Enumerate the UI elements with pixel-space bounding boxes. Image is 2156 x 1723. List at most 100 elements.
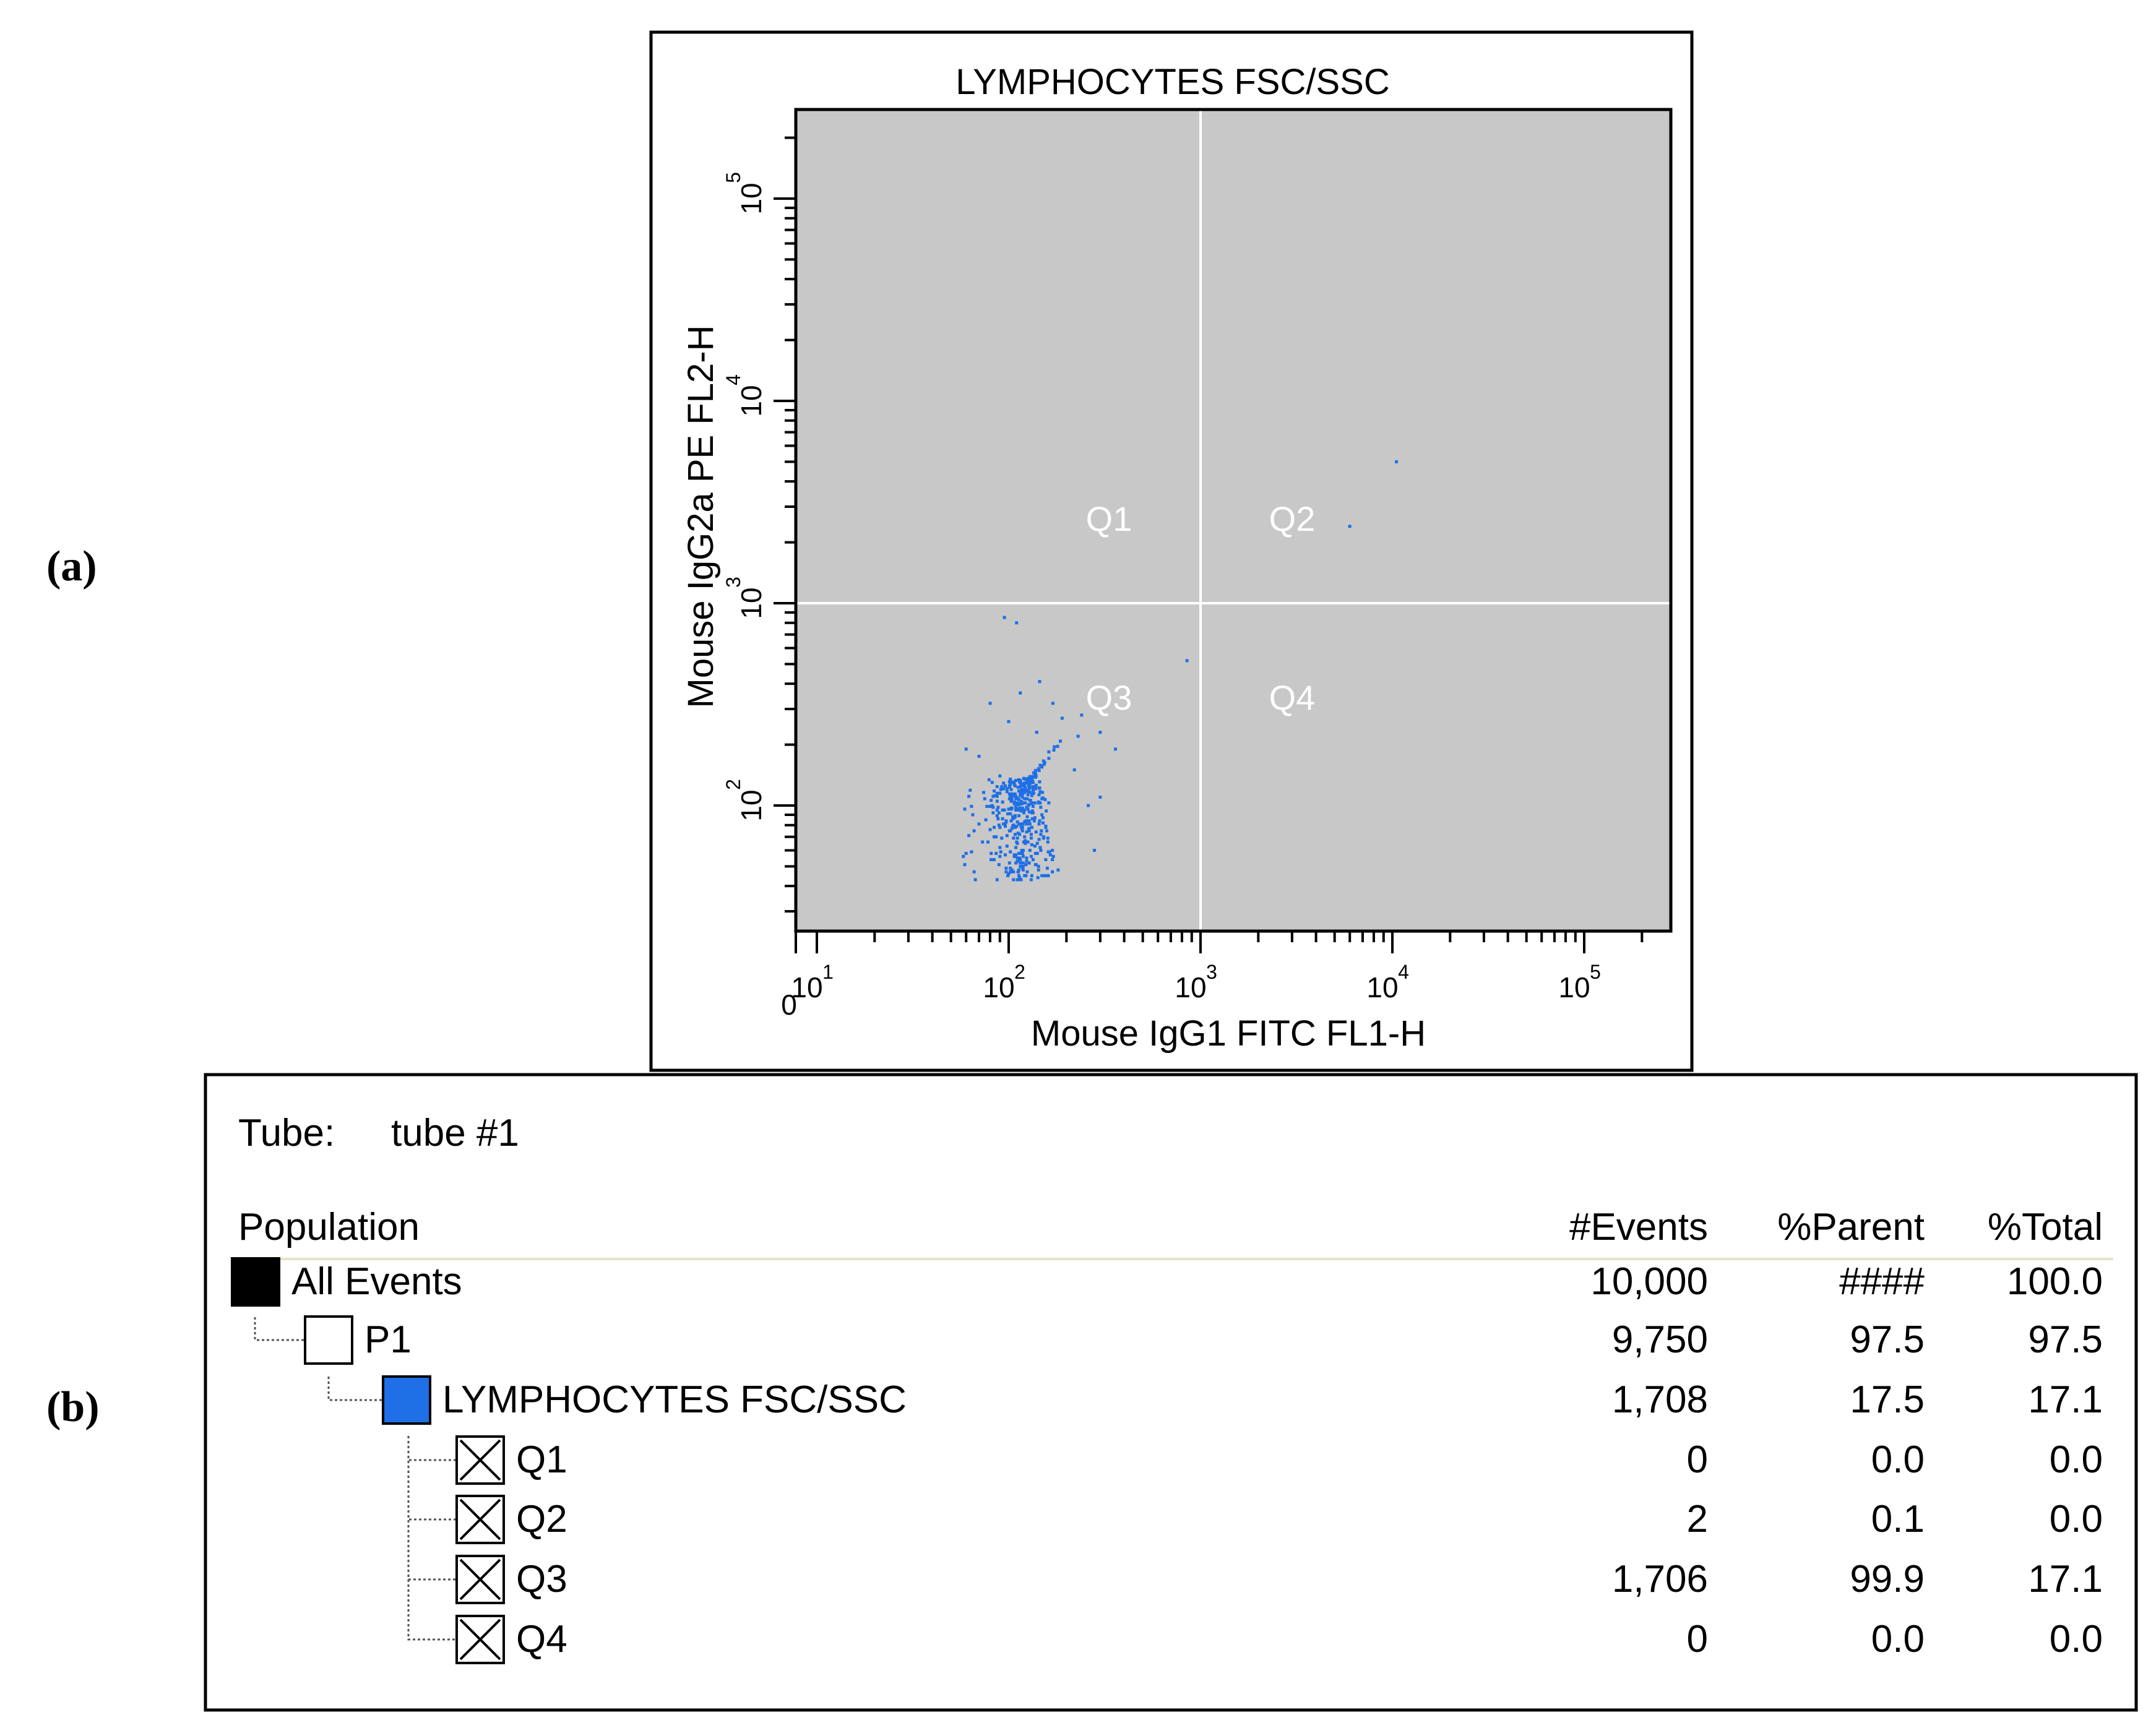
data-point	[1044, 858, 1048, 861]
data-point	[1059, 739, 1062, 743]
data-point	[962, 854, 965, 858]
data-point	[998, 825, 1002, 829]
data-point	[1076, 734, 1080, 738]
data-point	[1004, 866, 1008, 870]
data-point	[1027, 861, 1031, 865]
header-population: Population	[238, 1206, 420, 1248]
x-tick-exponent: 3	[1206, 961, 1217, 983]
white-gate-icon	[304, 1315, 353, 1365]
data-point	[1026, 793, 1030, 797]
data-point	[1017, 822, 1020, 826]
data-point	[1060, 716, 1064, 720]
x-tick-label: 10	[983, 971, 1014, 1003]
events-value: 1,708	[1612, 1378, 1708, 1421]
data-point	[977, 822, 981, 826]
data-point	[995, 878, 999, 882]
data-point	[1026, 840, 1030, 844]
data-point	[995, 791, 999, 795]
data-point	[1033, 773, 1037, 776]
data-point	[990, 851, 993, 855]
data-point	[1051, 702, 1054, 705]
data-point	[1030, 825, 1033, 829]
blue-gate-icon	[382, 1375, 431, 1425]
data-point	[973, 878, 977, 882]
data-point	[1052, 748, 1056, 752]
population-name: Q1	[516, 1438, 567, 1481]
total-percent-value: 0.0	[2050, 1498, 2103, 1540]
data-point	[995, 794, 999, 798]
data-point	[1025, 797, 1029, 801]
data-point	[1029, 833, 1033, 836]
data-point	[1016, 870, 1020, 874]
data-point	[983, 797, 986, 801]
data-point	[971, 813, 975, 817]
data-point	[1033, 785, 1037, 788]
data-point	[1021, 854, 1025, 858]
y-tick-label: 10	[735, 587, 767, 619]
tree-connector	[407, 1436, 457, 1461]
population-name: Q3	[516, 1558, 567, 1601]
data-point	[1022, 784, 1025, 788]
data-point	[1024, 839, 1027, 843]
header-total: %Total	[1988, 1206, 2103, 1248]
data-point	[1009, 788, 1013, 791]
data-point	[1021, 861, 1025, 865]
data-point	[1033, 787, 1037, 791]
crossed-box-icon-cross	[459, 1439, 501, 1481]
total-percent-value: 17.1	[2028, 1558, 2103, 1601]
data-point	[1027, 804, 1030, 807]
data-point	[1072, 768, 1076, 771]
data-point	[1015, 621, 1019, 625]
chart-title: LYMPHOCYTES FSC/SSC	[955, 62, 1390, 102]
data-point	[1040, 874, 1044, 877]
data-point	[1045, 829, 1049, 833]
data-point	[1007, 797, 1011, 801]
data-point	[1030, 811, 1033, 815]
data-point	[1028, 849, 1032, 852]
data-point	[1009, 799, 1013, 803]
data-point	[990, 781, 994, 784]
parent-percent-value: 0.0	[1871, 1438, 1925, 1481]
quadrant-label-q3: Q3	[1086, 678, 1132, 717]
data-point	[1024, 786, 1027, 790]
data-point	[1017, 797, 1020, 801]
data-point	[1011, 817, 1015, 820]
tube-label: Tube:	[238, 1112, 335, 1154]
data-point	[1004, 819, 1008, 823]
data-point	[998, 791, 1002, 795]
data-point	[1021, 822, 1025, 826]
y-tick-label: 10	[735, 385, 767, 416]
data-point	[1114, 747, 1117, 751]
data-point	[1028, 799, 1032, 802]
data-point	[1012, 800, 1016, 804]
data-point	[1395, 460, 1399, 463]
data-point	[1015, 841, 1019, 845]
data-point	[1016, 878, 1020, 882]
data-point	[1041, 836, 1045, 840]
data-point	[1056, 744, 1059, 748]
data-point	[1047, 757, 1051, 760]
data-point	[1023, 835, 1027, 839]
data-point	[1025, 822, 1028, 826]
data-point	[1007, 872, 1011, 875]
data-point	[1014, 808, 1018, 812]
data-point	[1009, 819, 1013, 823]
x-tick-label: 10	[791, 971, 822, 1003]
data-point	[1022, 791, 1025, 794]
data-point	[1012, 783, 1016, 786]
data-point	[997, 863, 1001, 867]
data-point	[1041, 759, 1045, 763]
data-point	[1013, 815, 1017, 819]
data-point	[1016, 786, 1020, 789]
data-point	[994, 835, 998, 839]
data-point	[1019, 822, 1023, 826]
data-point	[1043, 761, 1046, 765]
data-point	[1028, 822, 1032, 826]
data-point	[970, 804, 973, 808]
population-name: P1	[364, 1318, 412, 1361]
events-value: 10,000	[1590, 1260, 1708, 1303]
data-point	[1025, 806, 1028, 809]
data-point	[1037, 786, 1041, 790]
parent-percent-value: 97.5	[1850, 1318, 1925, 1361]
data-point	[1001, 817, 1004, 820]
